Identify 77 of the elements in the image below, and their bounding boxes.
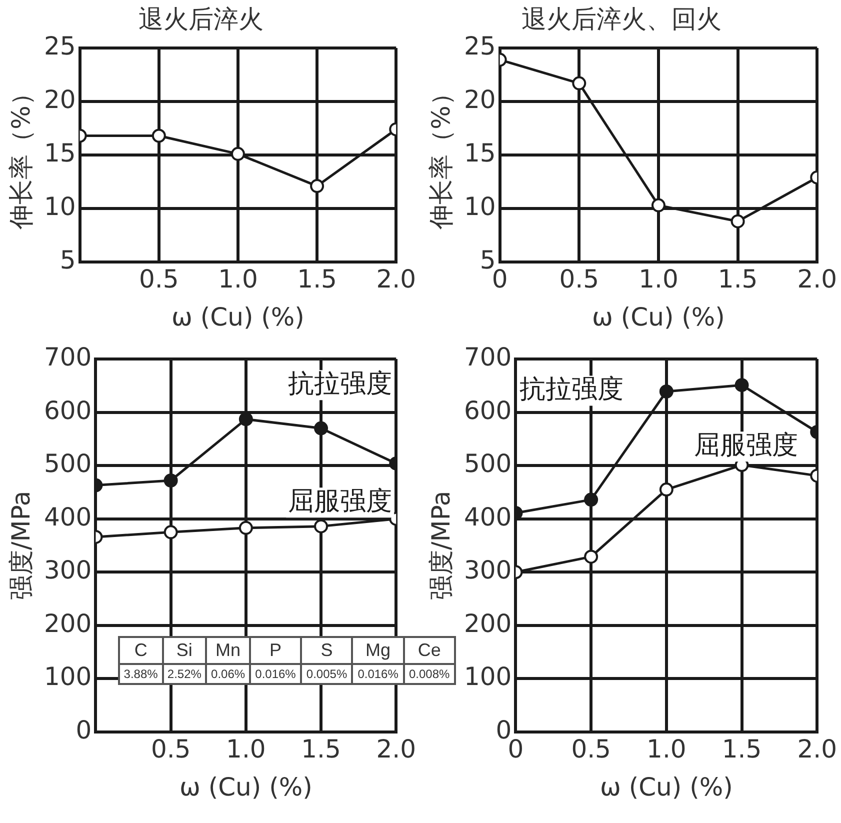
x-tick-label: 2.0 <box>376 264 416 294</box>
point <box>572 76 586 90</box>
x-axis-title: ω (Cu) (%) <box>179 772 312 802</box>
y-tick-label: 500 <box>464 449 512 478</box>
point <box>230 146 245 161</box>
x-tick-label: 0.5 <box>139 264 179 294</box>
text: 0.016% <box>358 667 398 681</box>
y-tick-label: 0 <box>76 716 92 744</box>
y-tick-label: 25 <box>464 32 496 60</box>
series-label: 屈服强度 <box>694 430 798 460</box>
x-axis-title: ω (Cu) (%) <box>600 772 733 802</box>
point <box>584 492 598 507</box>
y-axis-title: 伸长率（%） <box>6 80 36 230</box>
y-tick-label: 300 <box>44 556 92 585</box>
y-tick-label: 20 <box>44 85 76 114</box>
point <box>584 550 598 564</box>
y-tick-label: 200 <box>464 608 512 638</box>
category-label: C <box>119 637 163 664</box>
point <box>238 520 253 535</box>
y-tick-label: 500 <box>44 449 92 478</box>
y-tick-label: 100 <box>464 662 512 692</box>
x-tick-label: 1.5 <box>722 734 762 764</box>
text: 0.005% <box>306 667 348 681</box>
y-tick-label: 600 <box>464 396 512 425</box>
category-label: P <box>250 637 302 664</box>
y-tick-label: 600 <box>44 396 92 425</box>
x-tick-label: 1.0 <box>638 264 678 294</box>
y-tick-label: 100 <box>44 662 92 692</box>
x-tick-label: 1.5 <box>718 264 758 294</box>
category-label: Mn <box>206 637 250 664</box>
y-tick-label: 10 <box>464 192 496 221</box>
x-tick-label: 2.0 <box>797 734 838 764</box>
y-tick-label: 20 <box>464 85 496 114</box>
y-tick-label: 300 <box>464 556 512 585</box>
x-axis-title: ω (Cu) (%) <box>172 302 304 332</box>
y-axis-title: 伸长率（%） <box>426 80 456 230</box>
y-axis-title: 强度/MPa <box>6 490 36 600</box>
y-tick-label: 200 <box>44 608 92 638</box>
y-axis-title: 强度/MPa <box>426 490 456 600</box>
y-tick-label: 10 <box>44 192 76 221</box>
y-tick-label: 15 <box>464 138 496 168</box>
text: 2.52% <box>167 667 202 681</box>
series-label: 抗拉强度 <box>288 368 392 399</box>
y-tick-label: 5 <box>60 246 76 274</box>
x-tick-label: 0.5 <box>559 264 600 294</box>
text: 0.016% <box>255 667 296 681</box>
x-tick-label: 1.5 <box>297 264 337 294</box>
category-label: S <box>301 637 352 664</box>
x-tick-label: 1.0 <box>218 264 258 294</box>
y-tick-label: 700 <box>464 342 512 372</box>
point <box>238 412 253 426</box>
series-label: 屈服强度 <box>288 486 392 516</box>
point <box>659 384 674 399</box>
point <box>651 198 666 212</box>
chart-title: 退火后淬火 <box>138 4 264 34</box>
y-tick-label: 15 <box>44 138 76 168</box>
x-tick-label: 0.5 <box>150 734 191 764</box>
x-tick-label: 0.5 <box>571 734 611 764</box>
chart-title: 退火后淬火、回火 <box>522 4 722 34</box>
x-tick-label: 1.0 <box>646 734 686 764</box>
text: 0.008% <box>408 667 450 681</box>
y-tick-label: 700 <box>44 342 92 372</box>
point <box>659 482 674 497</box>
y-tick-label: 400 <box>464 502 512 532</box>
category-label: Ce <box>404 637 455 664</box>
series-label: 抗拉强度 <box>520 374 624 404</box>
y-tick-label: 400 <box>44 502 92 532</box>
category-label: Si <box>162 637 206 664</box>
y-tick-label: 25 <box>44 32 76 60</box>
x-axis-title: ω (Cu) (%) <box>592 302 725 332</box>
x-tick-label: 1.0 <box>226 734 266 764</box>
x-tick-label: 2.0 <box>376 734 416 764</box>
text: 3.88% <box>124 667 158 681</box>
x-tick-label: 1.5 <box>301 734 341 764</box>
x-tick-label: 2.0 <box>797 264 838 294</box>
category-label: Mg <box>352 637 404 664</box>
text: 0.06% <box>211 667 246 681</box>
